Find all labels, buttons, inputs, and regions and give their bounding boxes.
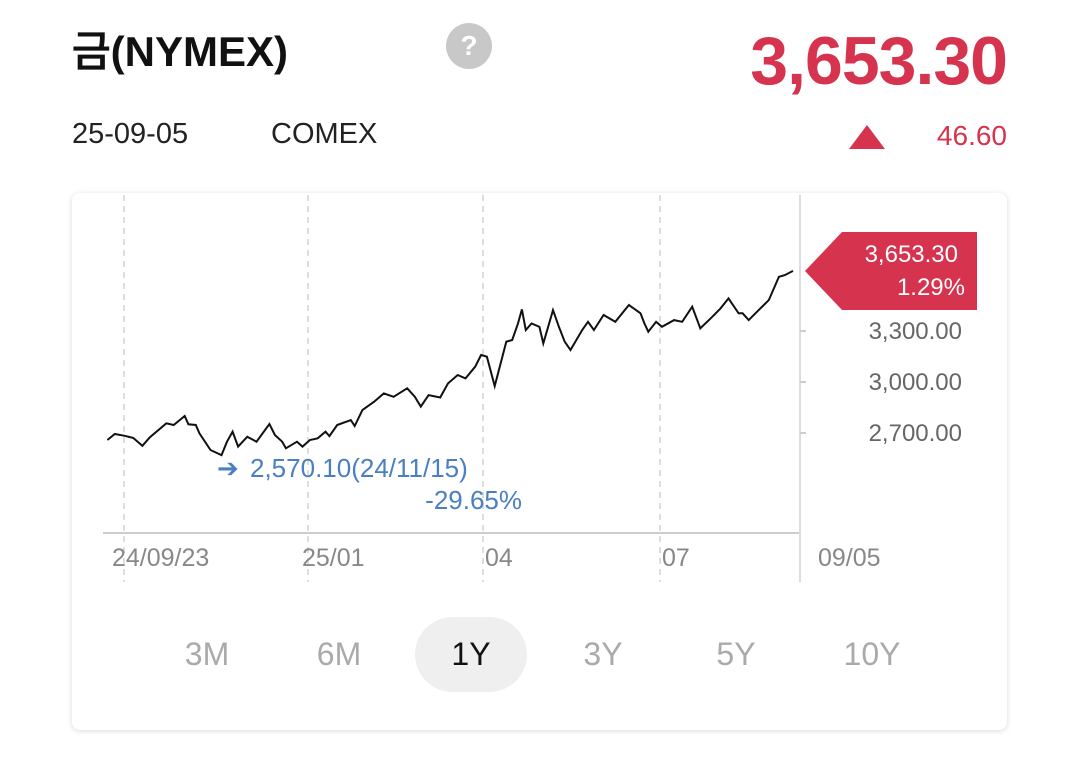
period-1y[interactable]: 1Y (415, 617, 527, 692)
quote-date: 25-09-05 (72, 118, 189, 150)
y-tick-label: 2,700.00 (869, 420, 962, 447)
period-3y[interactable]: 3Y (583, 636, 623, 672)
period-10y[interactable]: 10Y (843, 636, 901, 672)
triangle-up-icon (849, 125, 885, 149)
page-title: 금(NYMEX) (72, 28, 288, 75)
min-annotation-text: 2,570.10(24/11/15) (250, 453, 468, 483)
price-change: 46.60 (936, 120, 1007, 151)
period-6m[interactable]: 6M (316, 636, 362, 672)
y-tick-label: 3,300.00 (869, 318, 962, 345)
x-tick-label: 24/09/23 (112, 544, 209, 572)
x-tick-label: 25/01 (302, 544, 365, 572)
period-3m[interactable]: 3M (184, 636, 230, 672)
help-icon[interactable]: ? (446, 23, 492, 69)
current-price: 3,653.30 (750, 23, 1008, 99)
x-tick-label: 09/05 (818, 544, 881, 572)
period-5y[interactable]: 5Y (716, 636, 756, 672)
arrow-right-icon: ➔ (217, 453, 239, 483)
last-price-value: 3,653.30 (865, 241, 958, 268)
y-tick-label: 3,000.00 (869, 369, 962, 396)
last-price-pct: 1.29% (897, 274, 965, 301)
min-annotation-pct: -29.65% (425, 485, 522, 515)
exchange-name: COMEX (271, 118, 378, 150)
x-tick-label: 04 (485, 544, 513, 572)
x-tick-label: 07 (662, 544, 690, 572)
last-price-tag: 3,653.30 1.29% (805, 232, 977, 310)
last-price-tag-shape (805, 232, 977, 310)
price-line (106, 270, 794, 457)
